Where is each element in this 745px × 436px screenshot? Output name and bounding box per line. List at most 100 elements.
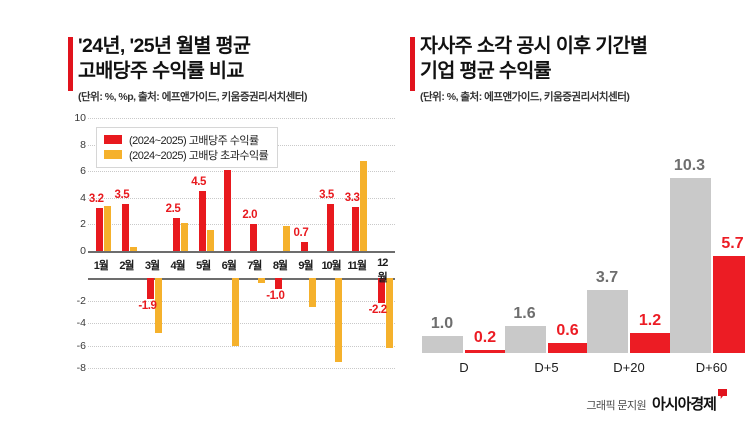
bar bbox=[360, 160, 368, 251]
bar-value-label: 5.7 bbox=[721, 235, 744, 253]
y-tick-label: 0 bbox=[80, 245, 86, 257]
bar bbox=[504, 325, 546, 353]
period-bar-group: 3.7 1.2 bbox=[587, 178, 671, 353]
gridline bbox=[88, 345, 395, 347]
footer-credit: 그래픽 문지원 아시아경제 bbox=[586, 389, 727, 414]
bar bbox=[326, 204, 334, 251]
right-chart-subtitle: (단위: %, 출처: 에프앤가이드, 키움증권리서치센터) bbox=[420, 90, 630, 103]
bar bbox=[283, 225, 291, 251]
bar bbox=[352, 207, 360, 251]
bar bbox=[147, 278, 155, 300]
legend-label: (2024~2025) 고배당 초과수익률 bbox=[129, 149, 269, 162]
x-axis-label: 4월 bbox=[170, 260, 186, 272]
legend-label: (2024~2025) 고배당주 수익률 bbox=[129, 134, 259, 147]
left-title-accent-bar bbox=[68, 37, 73, 91]
bar bbox=[96, 208, 104, 251]
x-axis-label: 3월 bbox=[144, 260, 160, 272]
bar bbox=[275, 278, 283, 290]
bar bbox=[308, 278, 316, 308]
gridline bbox=[88, 300, 395, 302]
y-tick-label: -4 bbox=[76, 317, 86, 329]
gridline bbox=[88, 171, 395, 173]
bar-value-label: 4.5 bbox=[191, 176, 207, 189]
brand-text: 아시아경제 bbox=[651, 396, 717, 413]
bar bbox=[385, 278, 393, 348]
left-chart-panel: '24년, '25년 월별 평균 고배당주 수익률 비교 (단위: %, %p,… bbox=[60, 35, 395, 374]
gridline bbox=[88, 224, 395, 226]
bar bbox=[224, 169, 232, 251]
period-bar-group: 1.6 0.6 bbox=[504, 178, 589, 353]
right-chart-panel: 자사주 소각 공시 이후 기간별 기업 평균 수익률 (단위: %, 출처: 에… bbox=[400, 0, 745, 436]
y-tick-label: 8 bbox=[80, 138, 86, 151]
month-bar-group: 2.5 bbox=[165, 118, 191, 368]
brand-name: 아시아경제 bbox=[651, 389, 727, 414]
month-bar-group: 3.5 bbox=[114, 118, 140, 368]
x-axis-label: 7월 bbox=[247, 260, 262, 272]
x-axis-month-labels: 1월 2월 3월 4월 5월 6월 7월 8월 9월 10월 11월 12월 bbox=[88, 257, 395, 284]
x-axis-label: 9월 bbox=[298, 260, 313, 272]
y-tick-label: 6 bbox=[80, 165, 86, 178]
bar bbox=[587, 290, 628, 353]
bar bbox=[129, 247, 137, 251]
month-bar-group: 3.3 bbox=[344, 118, 370, 368]
bar bbox=[155, 278, 163, 334]
month-bar-group: 3.5 bbox=[318, 118, 344, 368]
x-axis-label: 12월 bbox=[377, 257, 388, 284]
y-tick-label: 10 bbox=[74, 112, 86, 124]
month-bar-group: -1.9 bbox=[138, 118, 165, 368]
legend-swatch-icon bbox=[104, 150, 122, 159]
bar bbox=[257, 278, 265, 283]
bar bbox=[121, 204, 129, 251]
axis-line bbox=[88, 251, 395, 253]
bar bbox=[630, 332, 671, 353]
month-bar-group: 0.7 bbox=[293, 118, 319, 368]
bar-value-label: 0.6 bbox=[556, 321, 579, 339]
bar bbox=[300, 241, 308, 251]
bar bbox=[334, 278, 342, 363]
right-title-block: 자사주 소각 공시 이후 기간별 기업 평균 수익률 (단위: %, 출처: 에… bbox=[410, 34, 730, 104]
x-axis-label: D+20 bbox=[613, 360, 645, 375]
x-axis-label: 6월 bbox=[221, 260, 237, 272]
bar-value-label: 3.3 bbox=[344, 192, 360, 205]
y-tick-label: -8 bbox=[76, 362, 86, 374]
x-axis-label: 5월 bbox=[196, 260, 211, 272]
period-bar-group: 1.0 0.2 bbox=[422, 178, 506, 353]
legend-item-excess-return: (2024~2025) 고배당 초과수익률 bbox=[104, 147, 269, 162]
legend-item-high-dividend: (2024~2025) 고배당주 수익률 bbox=[104, 132, 268, 147]
month-bar-group: -1.0 bbox=[266, 118, 293, 368]
buyback-returns-chart: 1.0 0.2 D 1.6 0.6 D+5 3.7 1.2 D+20 10.3 5.7 D+60 bbox=[408, 157, 745, 375]
bar bbox=[249, 224, 257, 251]
bar bbox=[377, 278, 385, 303]
gridline bbox=[88, 118, 395, 119]
bar-value-label: 1.2 bbox=[638, 311, 662, 329]
bar-value-label: 3.5 bbox=[319, 189, 334, 202]
y-tick-label: 2 bbox=[80, 218, 86, 231]
brand-logo-icon bbox=[718, 389, 727, 399]
bar-value-label: 1.0 bbox=[430, 315, 454, 333]
x-axis-label: D+5 bbox=[534, 360, 559, 375]
bar-value-label: 3.7 bbox=[595, 269, 619, 287]
x-axis-label: 2월 bbox=[119, 260, 134, 272]
bar bbox=[206, 229, 214, 251]
gridline bbox=[88, 368, 395, 369]
gridline bbox=[88, 323, 395, 324]
bar-value-label: -2.2 bbox=[368, 303, 388, 316]
graphic-credit: 그래픽 문지원 bbox=[586, 400, 646, 412]
x-axis-label: 11월 bbox=[347, 260, 367, 272]
bar-value-label: 1.6 bbox=[513, 304, 536, 322]
y-tick-label: -6 bbox=[76, 339, 86, 352]
month-bar-group: 2.0 bbox=[242, 118, 268, 368]
bar bbox=[104, 205, 112, 251]
y-tick-label: 4 bbox=[80, 191, 86, 204]
bar-value-label: 10.3 bbox=[673, 157, 706, 174]
right-chart-title: 자사주 소각 공시 이후 기간별 기업 평균 수익률 bbox=[420, 35, 648, 82]
x-axis-label: 10월 bbox=[321, 260, 342, 272]
bar bbox=[547, 342, 589, 353]
bar bbox=[465, 349, 506, 353]
x-axis-label: 8월 bbox=[272, 260, 288, 272]
y-tick-label: -2 bbox=[76, 294, 86, 307]
bar bbox=[198, 191, 206, 251]
bar-value-label: 0.7 bbox=[293, 226, 309, 239]
x-axis-label: D+60 bbox=[695, 360, 728, 375]
